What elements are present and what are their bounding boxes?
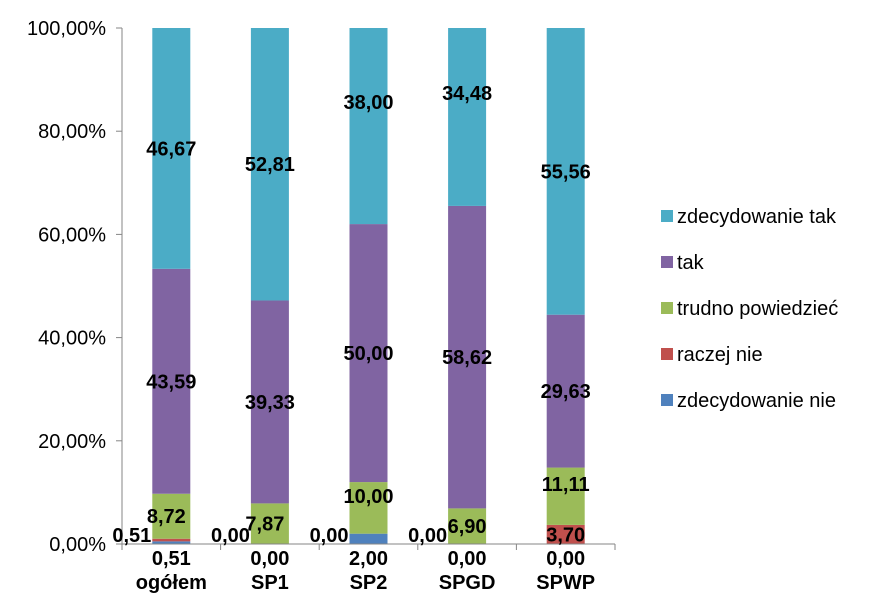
bar-segment xyxy=(152,541,191,544)
legend-label: raczej nie xyxy=(677,344,763,366)
legend-label: zdecydowanie tak xyxy=(677,206,837,228)
data-label: 0,00 xyxy=(546,548,585,570)
bar-segment xyxy=(349,482,388,534)
bar-segment xyxy=(546,28,585,315)
data-label: 43,59 xyxy=(146,371,196,393)
data-label: 6,90 xyxy=(448,516,487,538)
legend-swatch xyxy=(661,348,673,360)
bar-segment xyxy=(448,205,487,509)
category-label: SPGD xyxy=(439,572,496,594)
bar-segment xyxy=(349,28,388,225)
bar-segment xyxy=(250,503,289,544)
data-labels: 0,51 0,00 2,00 0,00 0,000,51 0,00 0,00 0,00 3,70… xyxy=(112,83,590,570)
y-tick-label: 0,00% xyxy=(49,534,106,556)
legend-swatch xyxy=(661,394,673,406)
bar-segment xyxy=(152,493,191,539)
bar-segment xyxy=(152,538,191,542)
y-tick-label: 20,00% xyxy=(38,431,106,453)
bar-segment xyxy=(546,467,585,525)
data-label: 3,70 xyxy=(546,524,585,546)
data-label: 7,87 xyxy=(245,514,284,536)
category-label: SP2 xyxy=(350,572,388,594)
bar-segment xyxy=(448,508,487,544)
y-tick-label: 100,00% xyxy=(27,18,106,40)
bar-segment xyxy=(546,524,585,544)
data-label: 0,00 xyxy=(408,525,447,547)
legend-label: zdecydowanie nie xyxy=(677,390,836,412)
data-label: 38,00 xyxy=(343,92,393,114)
legend-label: trudno powiedzieć xyxy=(677,298,838,320)
data-label: 34,48 xyxy=(442,83,492,105)
legend-label: tak xyxy=(677,252,705,274)
data-label: 39,33 xyxy=(245,392,295,414)
bar-segment xyxy=(250,28,289,301)
bar-segment xyxy=(546,314,585,468)
data-label: 0,51 xyxy=(152,548,191,570)
data-label: 29,63 xyxy=(541,381,591,403)
legend-swatch xyxy=(661,210,673,222)
data-label: 46,67 xyxy=(146,138,196,160)
data-label: 0,00 xyxy=(211,525,250,547)
data-label: 0,00 xyxy=(448,548,487,570)
bar-segment xyxy=(152,268,191,494)
bar-segment xyxy=(448,28,487,206)
category-label: ogółem xyxy=(136,572,207,594)
data-label: 10,00 xyxy=(343,486,393,508)
data-label: 50,00 xyxy=(343,343,393,365)
y-tick-label: 40,00% xyxy=(38,328,106,350)
y-tick-label: 60,00% xyxy=(38,224,106,246)
bar-segment xyxy=(250,300,289,504)
data-label: 8,72 xyxy=(147,506,186,528)
data-label: 0,51 xyxy=(112,525,151,547)
data-label: 58,62 xyxy=(442,347,492,369)
data-label: 0,00 xyxy=(310,525,349,547)
category-label: SP1 xyxy=(251,572,289,594)
bar-segment xyxy=(349,224,388,483)
bars xyxy=(152,28,585,544)
data-label: 52,81 xyxy=(245,154,295,176)
legend-swatch xyxy=(661,256,673,268)
data-label: 11,11 xyxy=(542,474,590,496)
y-tick-label: 80,00% xyxy=(38,121,106,143)
bar-segment xyxy=(349,533,388,544)
y-axis: 0,00% 20,00% 40,00% 60,00% 80,00% 100,00% xyxy=(27,18,123,556)
data-label: 2,00 xyxy=(349,548,388,570)
legend: zdecydowanie tak tak trudno powiedzieć racz… xyxy=(661,206,838,412)
legend-swatch xyxy=(661,302,673,314)
bar-segment xyxy=(152,28,191,269)
data-label: 0,00 xyxy=(250,548,289,570)
x-axis: ogółem SP1 SP2 SPGD SPWP xyxy=(121,543,616,594)
data-label: 55,56 xyxy=(541,161,591,183)
category-label: SPWP xyxy=(536,572,595,594)
